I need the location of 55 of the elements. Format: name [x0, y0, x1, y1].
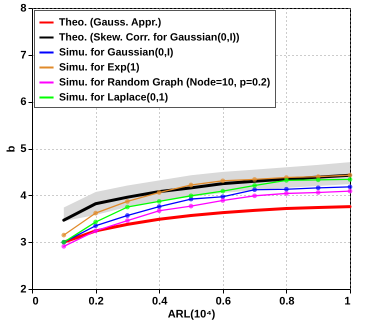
point	[156, 199, 162, 204]
point	[220, 178, 226, 184]
point	[348, 172, 352, 178]
legend-label: Theo. (Skew. Corr. for Gaussian(0,I))	[59, 32, 240, 44]
legend-label: Simu. for Gaussian(0,I)	[59, 46, 174, 58]
point	[93, 228, 98, 234]
point	[348, 177, 352, 182]
point	[93, 210, 98, 216]
legend-label: Simu. for Random Graph (Node=10, p=0.2)	[59, 76, 270, 88]
point	[284, 186, 289, 192]
point	[348, 188, 352, 194]
point	[125, 204, 130, 210]
point	[125, 213, 130, 218]
point	[93, 220, 98, 224]
point	[220, 188, 226, 194]
point	[220, 198, 226, 203]
point	[252, 193, 257, 198]
point	[252, 187, 257, 192]
y-axis-title: b	[5, 145, 18, 152]
point	[348, 184, 352, 190]
point	[125, 218, 130, 223]
y-tick-label: 6	[20, 96, 26, 108]
y-tick-label: 4	[20, 190, 28, 202]
legend-label: Simu. for Exp(1)	[59, 62, 140, 74]
point	[125, 199, 130, 204]
point	[156, 190, 162, 195]
point	[188, 193, 194, 198]
x-tick-label: 0.4	[152, 296, 168, 308]
point	[61, 232, 66, 238]
x-tick-label: 0.8	[279, 296, 295, 308]
point	[61, 244, 66, 249]
legend-label: Theo. (Gauss. Appr.)	[59, 16, 162, 28]
x-tick-label: 1	[344, 296, 350, 308]
point	[188, 182, 194, 188]
x-tick-label: 0.2	[88, 296, 104, 308]
point	[188, 204, 194, 208]
point	[252, 183, 257, 188]
y-tick-label: 5	[20, 143, 26, 155]
x-axis-title: ARL(10⁴)	[168, 308, 216, 320]
point	[156, 204, 162, 209]
y-tick-label: 7	[20, 49, 26, 62]
y-tick-label: 3	[20, 236, 26, 249]
line-series	[62, 205, 352, 244]
point	[284, 178, 289, 183]
point	[284, 191, 289, 196]
x-tick-label: 0.6	[216, 296, 231, 308]
point	[316, 190, 321, 195]
y-tick-label: 2	[20, 284, 26, 296]
legend-label: Simu. for Laplace(0,1)	[59, 92, 168, 104]
x-tick-label: 0	[32, 296, 39, 308]
y-tick-label: 8	[20, 2, 26, 14]
point	[156, 208, 162, 214]
point	[316, 178, 321, 182]
point	[316, 186, 321, 190]
point	[252, 177, 257, 182]
